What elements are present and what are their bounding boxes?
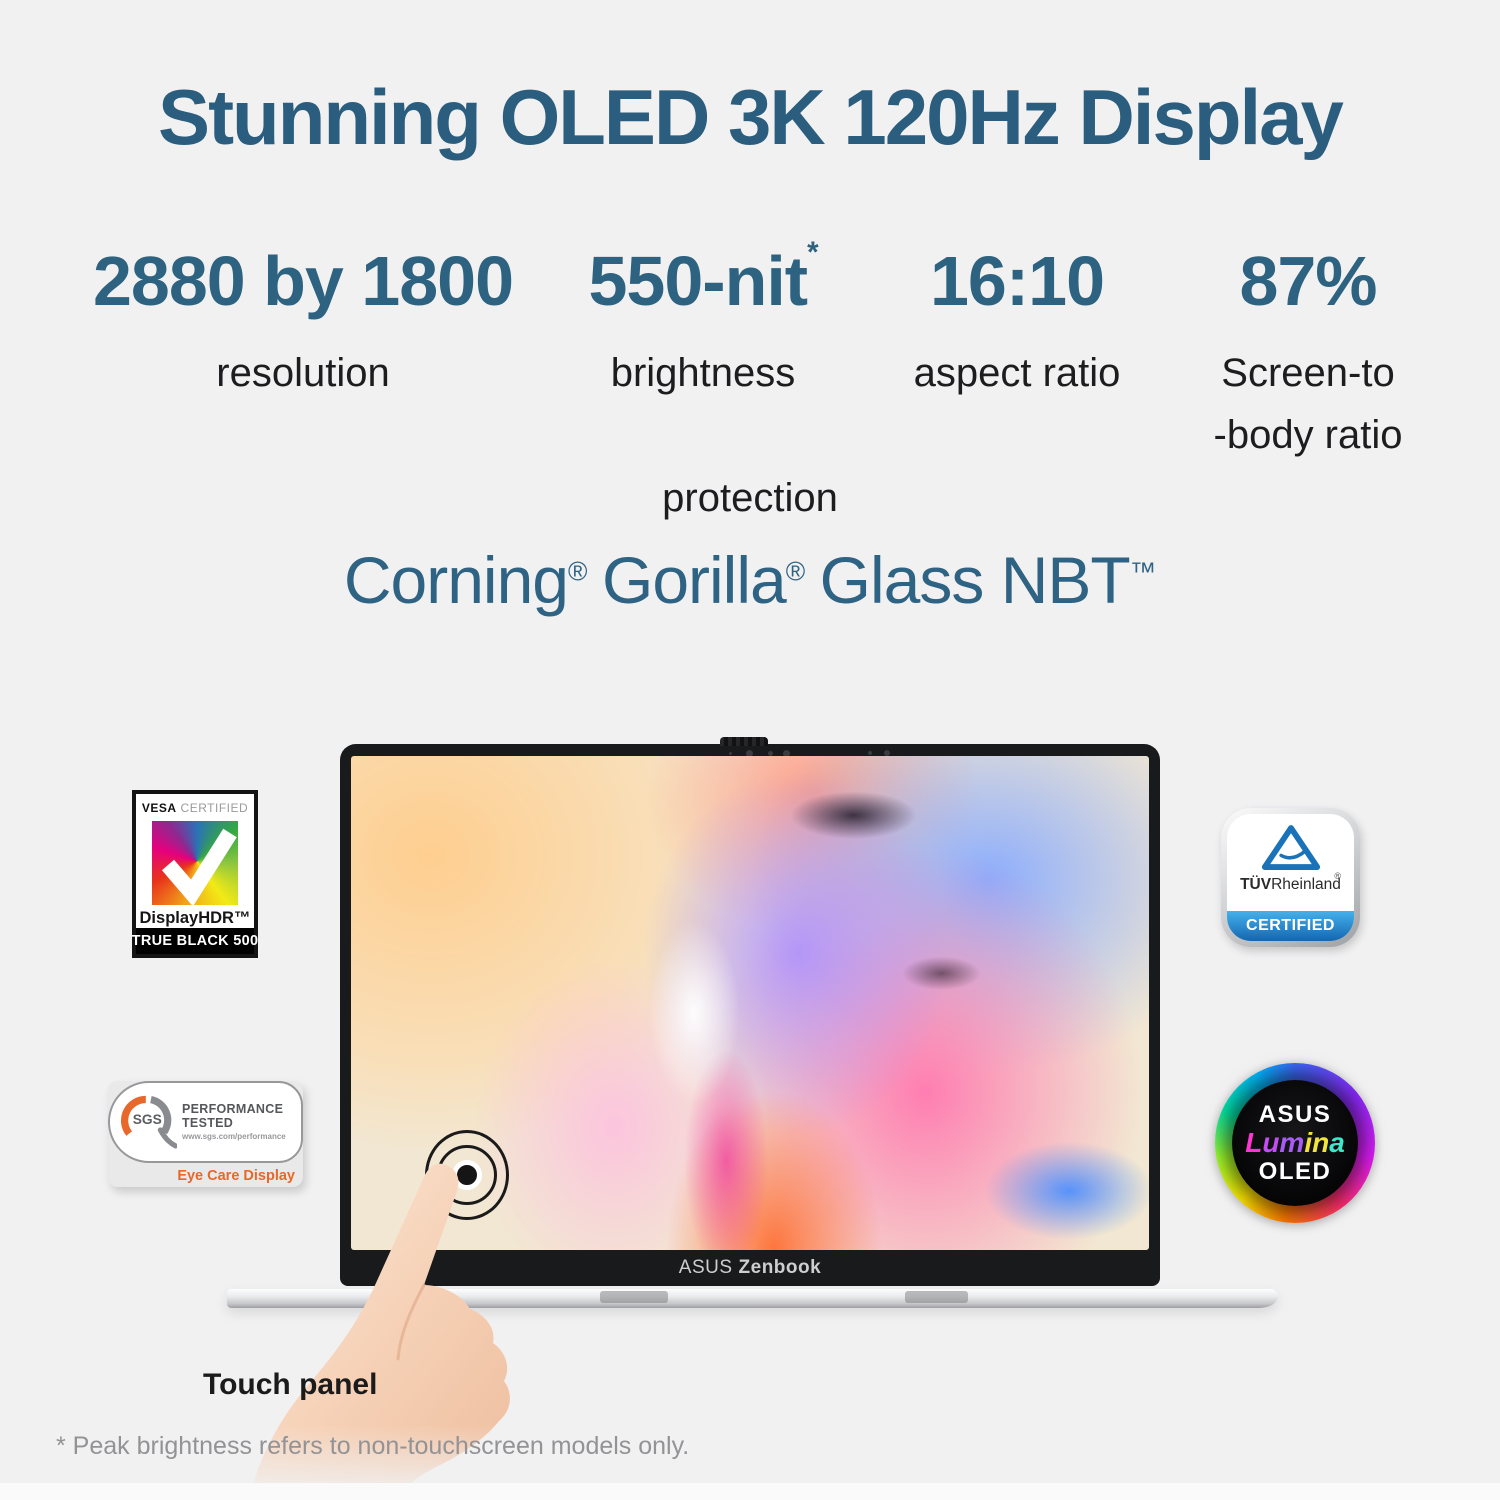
bottom-strip xyxy=(0,1483,1500,1500)
ambient-sensor-icon xyxy=(868,751,872,755)
webcam-icon xyxy=(768,751,773,756)
laptop-base xyxy=(227,1289,1278,1308)
gorilla-glass-line: Corning® Gorilla® Glass NBT™ xyxy=(343,543,1157,617)
displayhdr-gradient-icon xyxy=(152,821,238,907)
checkmark-icon xyxy=(161,828,237,907)
asus-lumina-oled-badge: ASUS Lumina OLED xyxy=(1215,1063,1375,1223)
webcam-icon xyxy=(746,750,753,757)
sgs-eye-care-badge: SGS PERFORMANCE TESTED www.sgs.com/perfo… xyxy=(108,1081,303,1187)
eye-care-display-label: Eye Care Display xyxy=(177,1168,295,1184)
hinge xyxy=(905,1291,968,1303)
spec-label: brightness xyxy=(610,351,796,395)
protection-label: protection xyxy=(662,476,838,520)
laptop-screen: ASUS Zenbook xyxy=(340,737,1160,1286)
spec-value: 2880 by 1800 xyxy=(92,242,514,320)
spec-label: resolution xyxy=(216,351,390,395)
webcam-icon xyxy=(783,750,790,757)
touch-panel-label: Touch panel xyxy=(203,1368,378,1401)
svg-text:SGS: SGS xyxy=(133,1112,162,1127)
spec-label: Screen-to -body ratio xyxy=(1213,351,1403,457)
spec-value: 87% xyxy=(1239,242,1377,320)
ambient-sensor-icon xyxy=(884,750,890,756)
sgs-q-icon: SGS xyxy=(120,1095,177,1149)
hinge xyxy=(600,1291,668,1303)
spec-value: 550-nit* xyxy=(588,236,818,320)
bezel-branding: ASUS Zenbook xyxy=(678,1257,822,1278)
pointing-hand-image xyxy=(248,1163,510,1500)
spec-value: 16:10 xyxy=(929,242,1105,320)
webcam-notch xyxy=(720,737,768,746)
spec-label: aspect ratio xyxy=(913,351,1121,395)
tuv-triangle-icon xyxy=(1261,825,1320,870)
spec-resolution: 2880 by 1800 resolution xyxy=(92,242,514,404)
spec-brightness: 550-nit* brightness xyxy=(588,236,818,404)
spec-aspect-ratio: 16:10 aspect ratio xyxy=(914,246,1121,404)
footnote: * Peak brightness refers to non-touchscr… xyxy=(56,1432,690,1460)
spec-screen-to-body: 87% Screen-to -body ratio xyxy=(1214,246,1403,466)
vesa-displayhdr-badge: VESA CERTIFIED DisplayHDR™ TRUE BLACK 500 xyxy=(132,790,258,958)
page-title: Stunning OLED 3K 120Hz Display xyxy=(158,73,1344,161)
webcam-icon xyxy=(729,752,732,755)
tuv-rheinland-badge: ® TÜVRheinland CERTIFIED xyxy=(1221,808,1360,947)
lumina-wordmark: Lumina xyxy=(1245,1126,1345,1158)
